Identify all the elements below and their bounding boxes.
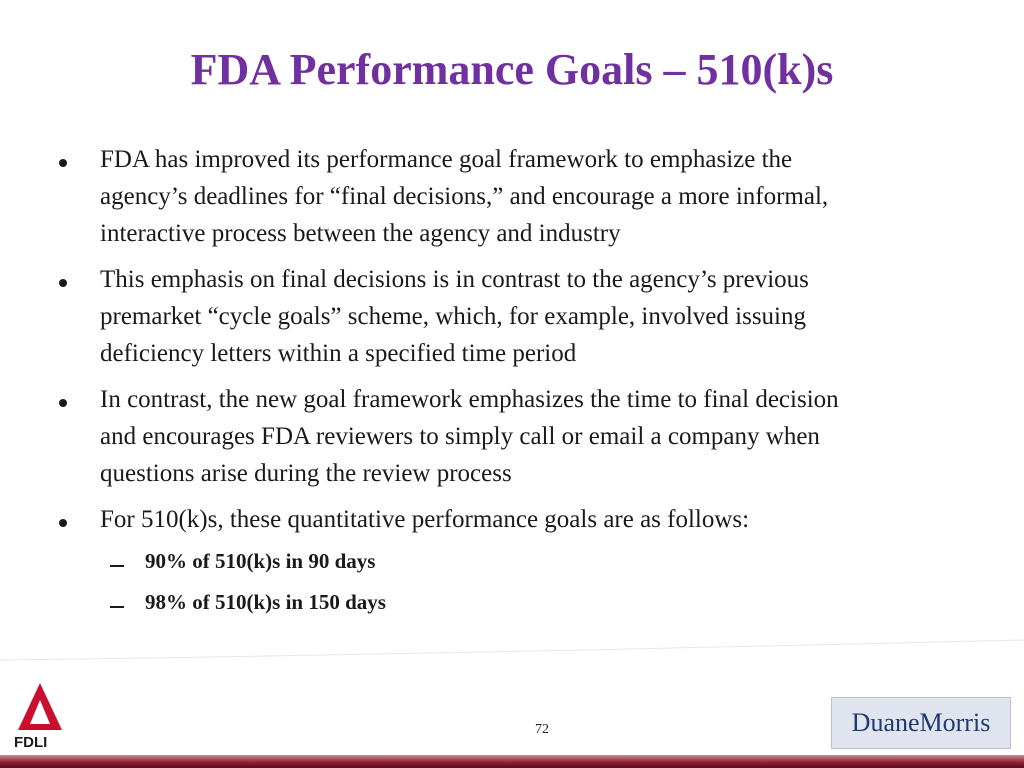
left-logo: FDLI (14, 734, 48, 751)
logo-word: Morris (919, 708, 991, 737)
bullet-text: questions arise during the review proces… (100, 460, 512, 487)
bullet-text: In contrast, the new goal framework emph… (100, 386, 839, 413)
sub-bullet-marker (110, 565, 124, 567)
bullet-text: deficiency letters within a specified ti… (100, 340, 577, 367)
bullet-marker (59, 159, 67, 167)
sub-bullet-text: 90% of 510(k)s in 90 days (145, 549, 376, 573)
divider (0, 639, 1024, 661)
sub-bullet-marker (110, 606, 124, 608)
bullet-text: This emphasis on final decisions is in c… (100, 266, 809, 293)
bullet-text: and encourages FDA reviewers to simply c… (100, 423, 820, 450)
bullet-text: interactive process between the agency a… (100, 220, 621, 247)
bullet-text: FDA has improved its performance goal fr… (100, 146, 793, 173)
bullet-text: For 510(k)s, these quantitative performa… (100, 506, 750, 533)
page-number: 72 (535, 722, 549, 737)
logo-triangle-inner (30, 700, 50, 724)
bullet-marker (59, 279, 67, 287)
bullet-text: premarket “cycle goals” scheme, which, f… (100, 303, 807, 330)
sub-bullet-text: 98% of 510(k)s in 150 days (145, 590, 386, 614)
bullet-marker (59, 399, 67, 407)
footer-bar (0, 755, 1024, 768)
right-logo: DuaneMorris (831, 697, 1011, 749)
bullet-marker (59, 519, 67, 527)
bullet-text: agency’s deadlines for “final decisions,… (100, 183, 829, 210)
logo-word: Duane (851, 708, 920, 737)
slide-title: FDA Performance Goals – 510(k)s (190, 45, 834, 94)
